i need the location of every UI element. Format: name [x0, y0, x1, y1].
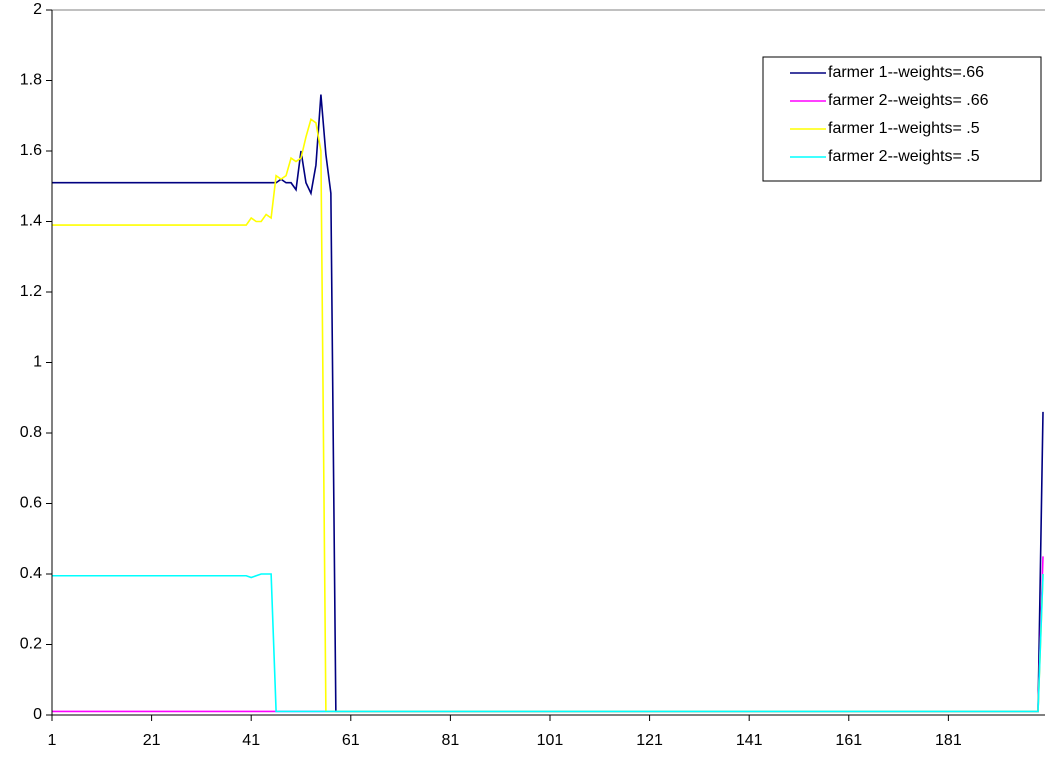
y-tick-label: 1.8: [20, 72, 42, 89]
x-tick-label: 161: [835, 732, 862, 749]
series-line: [52, 117, 1044, 713]
x-tick-label: 41: [242, 732, 260, 749]
legend-label: farmer 2--weights= .66: [828, 92, 989, 109]
x-tick-label: 181: [935, 732, 962, 749]
legend-box: [762, 56, 1042, 182]
legend-label: farmer 2--weights= .5: [828, 148, 980, 165]
y-tick-label: 0: [33, 706, 42, 723]
y-tick-label: 1.6: [20, 142, 42, 159]
x-tick-label: 121: [636, 732, 663, 749]
y-tick-label: 0.8: [20, 424, 42, 441]
x-tick-label: 1: [48, 732, 57, 749]
x-tick-label: 81: [441, 732, 459, 749]
legend-label: farmer 1--weights= .5: [828, 120, 980, 137]
series-line: [52, 573, 1044, 713]
y-tick-label: 2: [33, 1, 42, 18]
y-tick-label: 1.2: [20, 283, 42, 300]
series-line: [52, 94, 1044, 713]
x-tick-label: 61: [342, 732, 360, 749]
legend-label: farmer 1--weights=.66: [828, 64, 984, 81]
y-tick-label: 0.4: [20, 565, 42, 582]
x-tick-label: 101: [537, 732, 564, 749]
x-tick-label: 21: [143, 732, 161, 749]
y-tick-label: 1: [33, 354, 42, 371]
y-tick-label: 1.4: [20, 213, 42, 230]
x-tick-label: 141: [736, 732, 763, 749]
series-line: [52, 556, 1044, 713]
y-tick-label: 0.6: [20, 495, 42, 512]
y-tick-label: 0.2: [20, 636, 42, 653]
